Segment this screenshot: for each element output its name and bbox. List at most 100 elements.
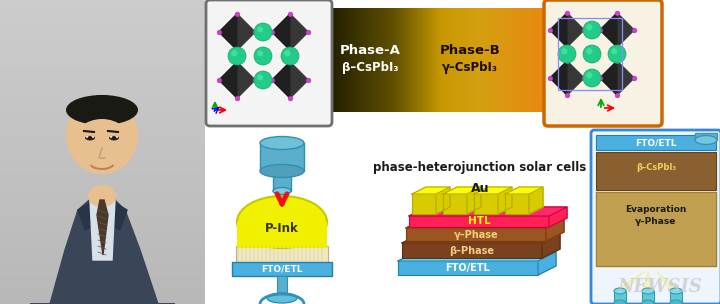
Polygon shape — [529, 187, 543, 214]
Bar — [403, 8, 405, 112]
Ellipse shape — [88, 185, 116, 207]
Bar — [402, 243, 542, 258]
Polygon shape — [84, 101, 85, 115]
Bar — [412, 194, 436, 214]
Bar — [411, 8, 413, 112]
Bar — [0, 53, 205, 54]
Bar — [425, 8, 428, 112]
Ellipse shape — [257, 74, 264, 81]
Bar — [409, 216, 549, 227]
Polygon shape — [86, 99, 87, 115]
Bar — [0, 84, 205, 85]
Bar — [0, 5, 205, 6]
Bar — [0, 136, 205, 137]
Ellipse shape — [260, 136, 304, 150]
Bar — [528, 8, 531, 112]
Bar — [0, 13, 205, 14]
Bar — [0, 165, 205, 166]
Polygon shape — [617, 61, 634, 95]
Bar — [0, 38, 205, 39]
Bar — [0, 176, 205, 177]
Polygon shape — [109, 97, 110, 115]
Polygon shape — [108, 96, 109, 115]
Bar — [431, 8, 433, 112]
Bar — [447, 8, 449, 112]
Bar — [0, 99, 205, 100]
Bar — [0, 183, 205, 184]
Bar — [356, 8, 358, 112]
Bar — [0, 277, 205, 278]
Text: Au: Au — [471, 181, 490, 195]
Bar — [0, 113, 205, 114]
Bar — [0, 248, 205, 249]
Bar — [0, 156, 205, 157]
Bar — [0, 163, 205, 164]
Bar — [0, 107, 205, 108]
Bar — [0, 231, 205, 232]
Ellipse shape — [611, 48, 618, 54]
Bar — [0, 72, 205, 73]
Bar — [0, 153, 205, 154]
Polygon shape — [567, 61, 584, 95]
Polygon shape — [90, 200, 115, 260]
Bar — [0, 1, 205, 2]
Bar — [0, 139, 205, 140]
Polygon shape — [112, 98, 113, 115]
Polygon shape — [83, 102, 84, 115]
Bar — [0, 168, 205, 169]
Polygon shape — [219, 14, 255, 50]
Bar — [495, 8, 497, 112]
Bar — [0, 88, 205, 89]
Bar — [0, 219, 205, 220]
Polygon shape — [98, 96, 99, 115]
Bar — [364, 8, 366, 112]
Bar — [0, 34, 205, 35]
Bar — [236, 246, 328, 262]
Bar — [346, 8, 348, 112]
Bar — [0, 147, 205, 148]
Bar — [0, 263, 205, 264]
Bar — [0, 143, 205, 144]
Bar — [464, 8, 467, 112]
Bar — [498, 8, 501, 112]
Bar — [0, 76, 205, 77]
Bar — [524, 8, 527, 112]
Bar — [0, 234, 205, 235]
Polygon shape — [596, 192, 716, 266]
Text: Phase-B: Phase-B — [440, 43, 500, 57]
Bar — [0, 112, 205, 113]
Bar — [0, 45, 205, 46]
Polygon shape — [436, 187, 450, 214]
Bar — [0, 115, 205, 116]
Bar — [336, 8, 338, 112]
Bar — [0, 275, 205, 276]
Bar — [260, 143, 304, 171]
Bar — [0, 22, 205, 23]
Bar — [0, 36, 205, 37]
Bar — [0, 27, 205, 28]
Bar — [395, 8, 397, 112]
Bar — [0, 196, 205, 197]
Bar — [0, 86, 205, 87]
Polygon shape — [124, 104, 125, 115]
Bar — [0, 223, 205, 224]
Polygon shape — [412, 187, 450, 194]
Bar — [0, 164, 205, 165]
Polygon shape — [79, 104, 80, 115]
Bar — [0, 21, 205, 22]
Bar — [0, 81, 205, 82]
Bar — [0, 162, 205, 163]
Bar — [0, 51, 205, 52]
Bar — [0, 303, 205, 304]
Polygon shape — [81, 103, 82, 115]
Bar — [0, 225, 205, 226]
Bar — [0, 238, 205, 239]
Ellipse shape — [260, 164, 304, 178]
Bar — [530, 8, 533, 112]
Bar — [0, 199, 205, 200]
Ellipse shape — [66, 95, 138, 125]
Bar — [0, 6, 205, 7]
Bar — [0, 258, 205, 259]
Polygon shape — [272, 62, 308, 98]
Bar — [0, 166, 205, 167]
